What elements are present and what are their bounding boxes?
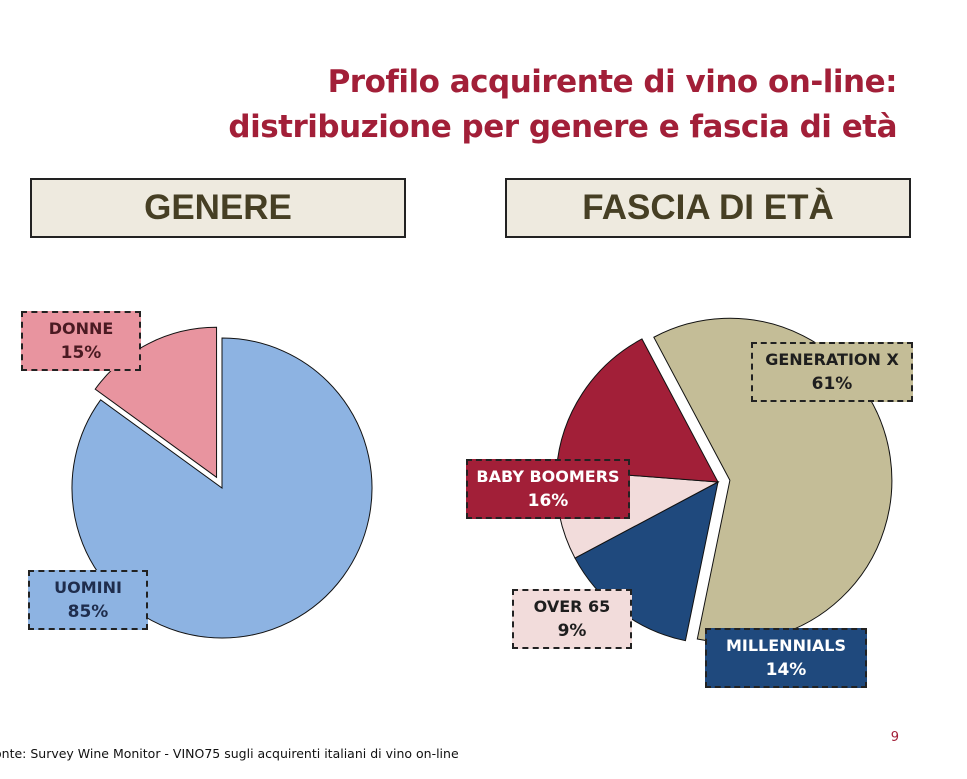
pie-slice-uomini: [71, 337, 373, 639]
slice-label-name: DONNE: [48, 319, 114, 338]
slice-label-millennials: MILLENNIALS 14%: [705, 628, 867, 688]
slice-label-value: 16%: [527, 491, 569, 511]
title-line-2: distribuzione per genere e fascia di età: [228, 109, 897, 145]
slice-label-over-65: OVER 65 9%: [512, 589, 632, 649]
pie-slice-baby-boomers: [555, 338, 719, 483]
section-header-genere-label: GENERE: [144, 188, 292, 227]
source-footnote: onte: Survey Wine Monitor - VINO75 sugli…: [0, 746, 459, 761]
slice-label-donne: DONNE 15%: [21, 311, 141, 371]
slice-label-value: 15%: [60, 343, 102, 363]
slice-label-value: 14%: [765, 660, 807, 680]
section-header-eta-label: FASCIA DI ETÀ: [582, 188, 834, 227]
slice-label-value: 85%: [67, 602, 109, 622]
slice-label-name: OVER 65: [533, 597, 611, 616]
slice-label-uomini: UOMINI 85%: [28, 570, 148, 630]
slice-label-value: 61%: [811, 374, 853, 394]
section-header-eta: FASCIA DI ETÀ: [505, 178, 911, 238]
slice-label-value: 9%: [557, 621, 587, 641]
page-number: 9: [890, 730, 899, 745]
slice-label-generation-x: GENERATION X 61%: [751, 342, 913, 402]
page-title: Profilo acquirente di vino on-line: dist…: [137, 60, 897, 150]
slice-label-name: GENERATION X: [765, 350, 899, 369]
slice-label-baby-boomers: BABY BOOMERS 16%: [466, 459, 630, 519]
title-line-1: Profilo acquirente di vino on-line:: [327, 64, 898, 100]
slice-label-name: UOMINI: [54, 578, 122, 597]
slice-label-name: MILLENNIALS: [725, 636, 847, 655]
section-header-genere: GENERE: [30, 178, 406, 238]
slice-label-name: BABY BOOMERS: [476, 467, 620, 486]
